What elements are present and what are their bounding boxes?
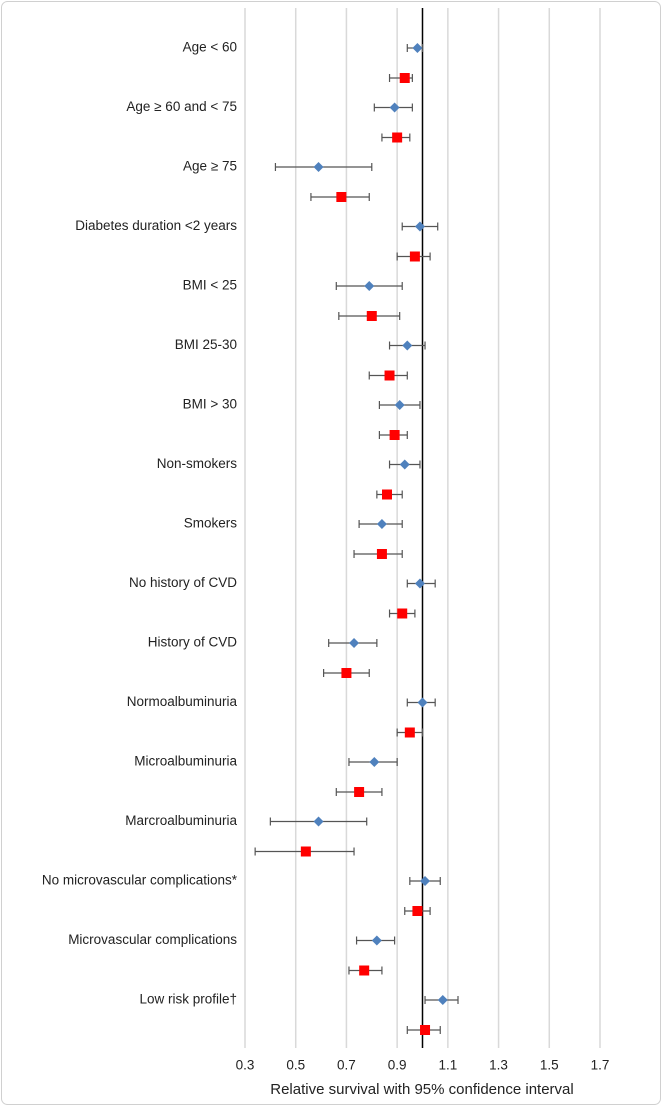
point [420,876,431,886]
category-label: BMI < 25 [183,278,237,293]
point [341,668,352,678]
category-label: Diabetes duration <2 years [75,218,237,233]
x-tick-label: 1.3 [489,1058,508,1073]
category-label: History of CVD [148,635,238,650]
x-axis-title: Relative survival with 95% confidence in… [270,1081,573,1098]
point [404,727,415,738]
category-label: No history of CVD [129,575,237,590]
point [371,935,382,946]
point [369,757,380,767]
point [389,430,400,440]
point [313,816,324,827]
category-label: Age ≥ 75 [183,159,237,174]
x-tick-label: 1.1 [438,1058,457,1073]
category-label: Normoalbuminuria [127,694,238,709]
point [389,102,400,113]
point [412,43,423,53]
point [414,221,425,232]
point [300,846,311,857]
category-label: Microvascular complications [68,932,237,947]
point [349,638,360,648]
point [366,311,377,321]
category-label: BMI 25-30 [175,337,237,352]
point [417,697,428,708]
point [376,519,387,529]
x-tick-label: 0.3 [236,1058,255,1073]
point [397,608,408,619]
point [437,995,448,1005]
point [420,1025,431,1035]
point [382,489,392,500]
category-label: Smokers [184,516,238,531]
point [313,162,324,172]
x-tick-label: 0.7 [337,1058,356,1073]
category-label: Microalbuminuria [134,754,237,769]
point [364,281,375,291]
category-label: Marcroalbuminuria [125,813,237,828]
point [409,251,420,262]
point [354,787,365,797]
category-label: Age < 60 [183,40,237,55]
point [399,459,410,470]
point [376,549,387,559]
point [394,400,405,410]
point [336,192,347,202]
point [399,73,410,83]
x-tick-label: 1.5 [540,1058,559,1073]
category-label: Low risk profile† [139,992,237,1007]
point [384,370,395,381]
x-tick-label: 1.7 [591,1058,610,1073]
category-label: Age ≥ 60 and < 75 [126,99,237,114]
point [392,132,403,143]
point [402,340,413,351]
category-label: No microvascular complications* [42,873,238,888]
x-tick-label: 0.5 [286,1058,305,1073]
point [359,965,370,976]
category-label: BMI > 30 [183,397,237,412]
x-tick-label: 0.9 [388,1058,407,1073]
point [414,578,425,589]
point [412,906,423,916]
category-label: Non-smokers [157,456,238,471]
